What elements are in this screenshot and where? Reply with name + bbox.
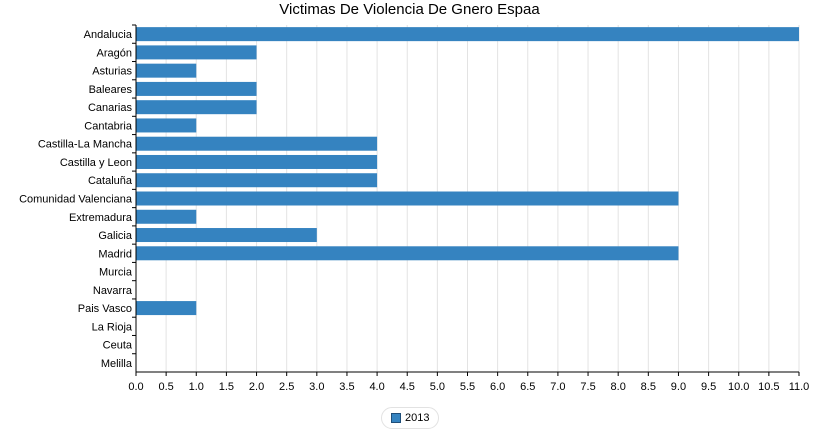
x-tick-label: 5.0 [430, 381, 445, 393]
x-tick-label: 1.5 [219, 381, 234, 393]
bar [136, 81, 257, 96]
y-tick-label: Murcia [99, 267, 133, 279]
bar [136, 27, 799, 42]
x-tick-label: 4.5 [400, 381, 415, 393]
x-tick-label: 0.0 [128, 381, 143, 393]
bar [136, 246, 679, 261]
x-tick-label: 11.0 [789, 381, 810, 393]
y-tick-label: Madrid [98, 248, 132, 260]
legend-swatch [391, 413, 401, 423]
bar [136, 100, 257, 115]
bar [136, 228, 317, 243]
x-tick-label: 8.0 [611, 381, 626, 393]
bar [136, 173, 378, 188]
bar [136, 63, 197, 78]
legend-label: 2013 [405, 412, 430, 424]
bar [136, 118, 197, 133]
x-tick-label: 10.0 [728, 381, 749, 393]
y-tick-label: La Rioja [92, 321, 133, 333]
x-tick-label: 3.5 [339, 381, 354, 393]
bar [136, 154, 378, 169]
y-tick-label: Castilla-La Mancha [38, 139, 133, 151]
bar [136, 209, 197, 224]
x-tick-label: 1.0 [189, 381, 204, 393]
y-tick-label: Extremadura [69, 212, 133, 224]
x-tick-label: 9.0 [671, 381, 686, 393]
x-tick-label: 7.0 [550, 381, 565, 393]
x-tick-label: 4.0 [369, 381, 384, 393]
y-tick-label: Melilla [101, 358, 133, 370]
x-tick-label: 5.5 [460, 381, 475, 393]
x-tick-label: 7.5 [580, 381, 595, 393]
y-tick-label: Galicia [98, 230, 133, 242]
bar [136, 45, 257, 60]
y-tick-label: Cataluña [88, 175, 133, 187]
chart-title: Victimas De Violencia De Gnero Espaa [279, 1, 540, 18]
legend[interactable]: 2013 [381, 407, 440, 429]
bar [136, 301, 197, 316]
y-tick-label: Comunidad Valenciana [19, 194, 133, 206]
y-tick-label: Cantabria [84, 120, 133, 132]
y-tick-label: Aragón [97, 47, 132, 59]
x-tick-label: 8.5 [641, 381, 656, 393]
x-tick-label: 6.5 [520, 381, 535, 393]
y-tick-label: Asturias [92, 66, 132, 78]
y-tick-label: Andalucia [84, 29, 133, 41]
y-tick-label: Baleares [89, 84, 133, 96]
x-tick-label: 2.5 [279, 381, 294, 393]
x-tick-label: 3.0 [309, 381, 324, 393]
x-tick-label: 10.5 [758, 381, 779, 393]
y-tick-label: Castilla y Leon [60, 157, 132, 169]
x-tick-label: 2.0 [249, 381, 264, 393]
y-tick-label: Navarra [93, 285, 133, 297]
x-tick-label: 0.5 [158, 381, 173, 393]
bar [136, 191, 679, 206]
y-tick-label: Ceuta [103, 340, 133, 352]
y-tick-label: Pais Vasco [78, 303, 132, 315]
bar [136, 136, 378, 151]
y-tick-label: Canarias [88, 102, 133, 114]
x-tick-label: 9.5 [701, 381, 716, 393]
x-tick-label: 6.0 [490, 381, 505, 393]
